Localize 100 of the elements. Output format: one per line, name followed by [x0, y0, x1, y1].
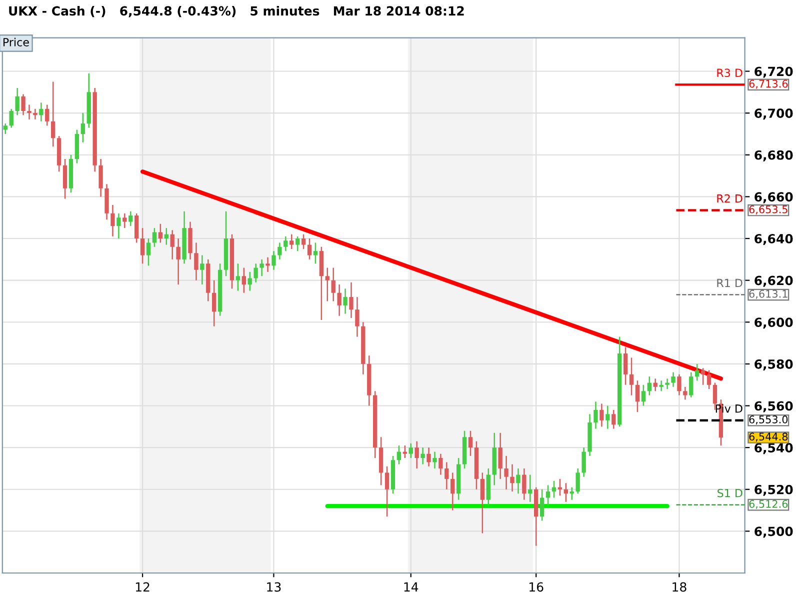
candlestick	[546, 484, 550, 507]
candlestick	[278, 242, 282, 260]
candlestick	[134, 212, 139, 244]
candlestick	[623, 346, 628, 386]
candlestick	[647, 376, 652, 396]
candlestick	[582, 446, 586, 478]
candlestick	[80, 112, 85, 143]
candlestick	[438, 453, 443, 476]
candlestick	[170, 230, 174, 260]
candlestick	[498, 432, 502, 480]
y-tick-label: 6,700	[754, 108, 793, 120]
candlestick	[272, 250, 276, 270]
candlestick	[122, 212, 127, 229]
candlestick	[659, 380, 664, 392]
candlestick	[510, 464, 514, 492]
text: 6,544.8	[749, 432, 788, 442]
candlestick	[266, 256, 270, 273]
candlestick	[343, 288, 348, 314]
candlestick	[558, 478, 562, 496]
candlestick	[62, 158, 68, 200]
candlestick	[110, 204, 115, 238]
candlestick	[301, 234, 306, 250]
y-tick-label: 6,540	[754, 443, 793, 454]
text: 6,653.5	[749, 205, 788, 214]
candlestick	[152, 227, 157, 248]
candlestick	[450, 472, 455, 511]
candlestick	[39, 102, 44, 122]
candlestick	[9, 108, 14, 128]
candlestick	[468, 430, 473, 457]
candlestick	[27, 104, 32, 120]
candlestick	[480, 472, 485, 534]
ref-line-label: S1 D	[718, 488, 742, 498]
candlestick	[426, 446, 431, 468]
candlestick	[164, 227, 168, 246]
candlestick	[45, 104, 50, 126]
candlestick	[706, 370, 712, 390]
y-tick-label: 6,560	[754, 401, 793, 412]
text: 6,613.1	[749, 290, 788, 299]
candlestick	[98, 158, 103, 198]
candlestick	[522, 468, 526, 500]
candlestick	[236, 262, 240, 292]
candlestick	[284, 236, 288, 252]
candlestick	[331, 267, 336, 302]
candlestick	[528, 474, 532, 503]
x-tick-label: 12	[136, 582, 150, 592]
candlestick	[290, 234, 294, 250]
candlestick	[712, 382, 718, 411]
y-tick-label: 6,600	[754, 318, 793, 329]
candlestick	[158, 223, 163, 244]
candlestick	[140, 227, 145, 264]
chart-title: UKX - Cash (-) 6,544.8 (-0.43%) 5 minutes Mar 18 2014 08:12	[9, 6, 464, 18]
x-tick-label: 18	[672, 582, 686, 592]
y-tick-label: 6,660	[754, 192, 793, 204]
annotation: Price	[3, 38, 29, 46]
x-tick-label: 14	[404, 582, 418, 592]
candlestick	[665, 378, 670, 390]
candlestick	[51, 81, 56, 148]
candlestick	[337, 284, 342, 316]
candlestick	[212, 280, 216, 327]
ref-line-label: R2 D	[717, 194, 742, 203]
x-tick-label: 16	[530, 582, 544, 592]
candlestick	[516, 468, 520, 494]
candlestick	[444, 462, 449, 490]
candlestick	[635, 380, 640, 413]
candlestick	[504, 455, 508, 490]
candlestick	[307, 238, 312, 260]
candlestick	[3, 122, 8, 135]
candlestick	[200, 254, 204, 286]
candlestick	[128, 210, 133, 227]
candlestick	[260, 258, 264, 277]
candlestick	[594, 400, 598, 430]
candlestick	[248, 271, 252, 292]
candlestick	[33, 108, 38, 120]
candlestick	[355, 296, 360, 338]
text: 6,553.0	[749, 416, 788, 424]
candlestick	[695, 363, 700, 382]
text: 6,512.6	[749, 500, 788, 509]
candlestick	[176, 238, 180, 286]
candlestick	[600, 403, 604, 428]
y-tick-label: 6,720	[754, 66, 793, 78]
candlestick	[683, 386, 688, 400]
y-tick-label: 6,580	[754, 359, 793, 370]
candlestick	[552, 480, 556, 498]
candlestick	[384, 466, 390, 518]
y-tick-label: 6,640	[754, 234, 793, 246]
candlestick	[325, 267, 330, 302]
candlestick	[432, 451, 437, 470]
candlestick	[677, 374, 682, 396]
candlestick	[414, 440, 419, 470]
candlestick	[146, 238, 151, 266]
candlestick	[295, 236, 300, 252]
candlestick	[700, 367, 706, 386]
y-tick-label: 6,680	[754, 150, 793, 162]
candlestick	[254, 262, 258, 284]
x-tick-label: 13	[267, 582, 281, 592]
candlestick	[629, 357, 634, 396]
candlestick	[671, 372, 676, 388]
candlestick	[540, 488, 544, 522]
candlestick	[420, 446, 425, 465]
candlestick	[242, 267, 246, 294]
